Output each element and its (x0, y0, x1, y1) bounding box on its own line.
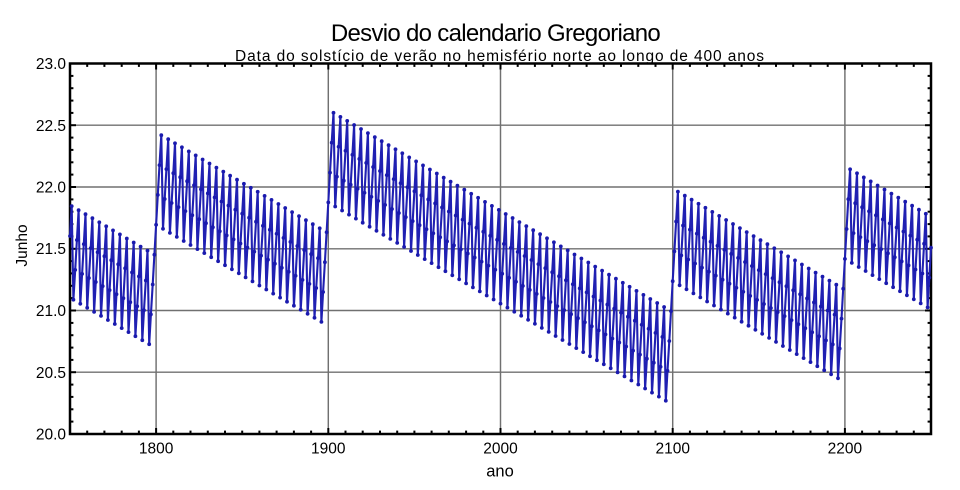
svg-text:21.5: 21.5 (36, 241, 66, 258)
svg-text:20.5: 20.5 (36, 365, 66, 382)
svg-text:2000: 2000 (483, 441, 518, 458)
svg-text:1900: 1900 (311, 441, 346, 458)
svg-text:Desvio do calendario Gregorian: Desvio do calendario Gregoriano (331, 20, 661, 47)
svg-text:1800: 1800 (139, 441, 174, 458)
svg-text:23.0: 23.0 (36, 56, 67, 73)
svg-text:22.5: 22.5 (36, 118, 66, 135)
svg-text:20.0: 20.0 (36, 427, 67, 444)
svg-text:Data do solstício de verão no: Data do solstício de verão no hemisfério… (235, 48, 765, 65)
svg-text:2200: 2200 (828, 441, 863, 458)
svg-text:ano: ano (486, 463, 514, 481)
svg-text:2100: 2100 (655, 441, 690, 458)
svg-text:22.0: 22.0 (36, 180, 67, 197)
svg-text:21.0: 21.0 (36, 303, 67, 320)
svg-text:Junho: Junho (14, 224, 31, 266)
